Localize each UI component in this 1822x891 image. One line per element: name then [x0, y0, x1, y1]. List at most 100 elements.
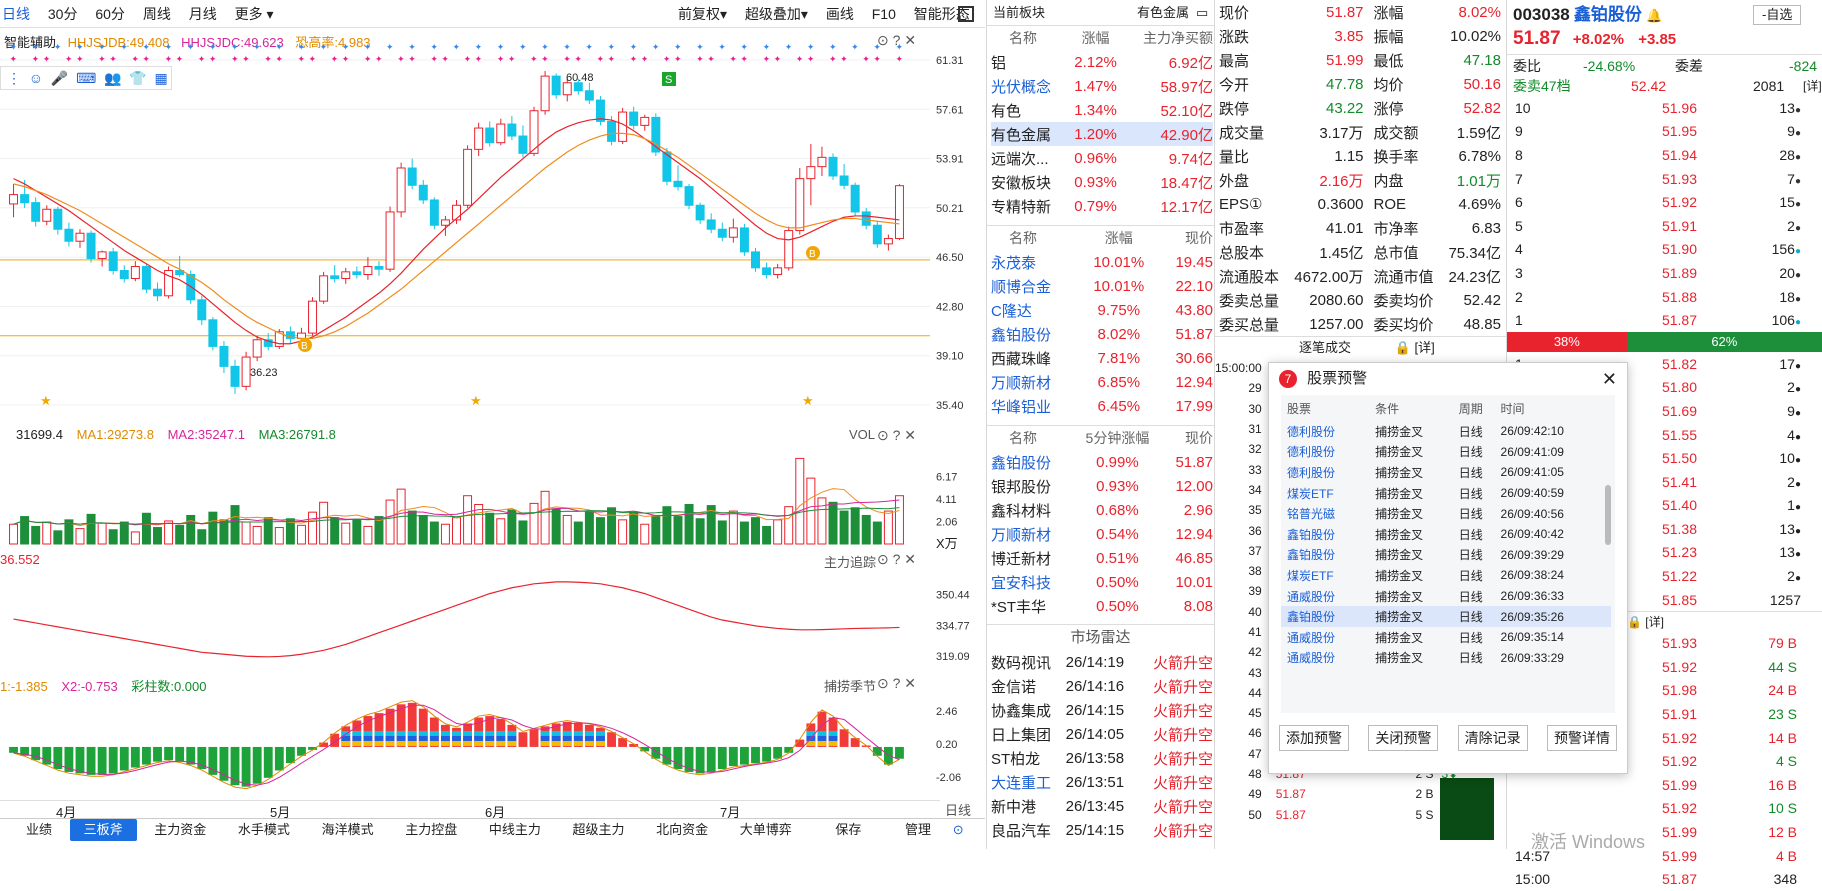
- sector-row[interactable]: 铝 2.12% 6.92亿: [991, 50, 1213, 74]
- alert-scrollbar[interactable]: [1605, 485, 1611, 545]
- settings-icon[interactable]: ⊙: [877, 32, 889, 48]
- stock-row[interactable]: *ST丰华 0.50% 8.08: [991, 594, 1213, 618]
- tab-performance[interactable]: 业绩: [26, 822, 53, 837]
- alert-row[interactable]: 铭普光磁 捕捞金叉 日线 26/09:40:56: [1281, 503, 1611, 524]
- tab-three-axes[interactable]: 三板斧: [69, 819, 137, 841]
- add-alert-button[interactable]: 添加预警: [1279, 725, 1349, 751]
- alert-detail-button[interactable]: 预警详情: [1546, 725, 1617, 751]
- ask-row[interactable]: 8 51.94 28●: [1507, 143, 1807, 167]
- tab-ocean[interactable]: 海洋模式: [321, 822, 374, 837]
- tab-control[interactable]: 主力控盘: [405, 822, 458, 837]
- sector-row[interactable]: 专精特新 0.79% 12.17亿: [991, 194, 1213, 218]
- radar-row[interactable]: 数码视讯 26/14:19 火箭升空: [991, 650, 1213, 674]
- period-60m[interactable]: 60分: [95, 6, 125, 22]
- tab-main-fund[interactable]: 主力资金: [154, 822, 207, 837]
- alert-row[interactable]: 德利股份 捕捞金叉 日线 26/09:41:09: [1281, 442, 1611, 463]
- tick-detail-link[interactable]: [详]: [1414, 340, 1435, 355]
- stock-row[interactable]: 博迁新材 0.51% 46.85: [991, 546, 1213, 570]
- trades-detail-link[interactable]: [详]: [1645, 615, 1664, 630]
- period-month[interactable]: 月线: [188, 6, 217, 22]
- alert-row[interactable]: 通威股份 捕捞金叉 日线 26/09:36:33: [1281, 586, 1611, 607]
- period-label[interactable]: 日线: [945, 803, 972, 818]
- radar-row[interactable]: 新中港 26/13:45 火箭升空: [991, 794, 1213, 818]
- period-30m[interactable]: 30分: [47, 6, 78, 22]
- sector-row[interactable]: 远端次... 0.96% 9.74亿: [991, 146, 1213, 170]
- period-day[interactable]: 日线: [2, 6, 30, 22]
- tab-big-order[interactable]: 大单博弈: [739, 822, 792, 837]
- ask-row[interactable]: 10 51.96 13●: [1507, 96, 1807, 120]
- shirt-icon[interactable]: 👕: [129, 70, 147, 86]
- smart-pattern-button[interactable]: 智能形态: [913, 6, 970, 22]
- radar-row[interactable]: 大连重工 26/13:51 火箭升空: [991, 770, 1213, 794]
- alert-row[interactable]: 鑫铂股份 捕捞金叉 日线 26/09:39:29: [1281, 545, 1611, 566]
- grid-icon[interactable]: ▦: [154, 70, 168, 86]
- lock-icon[interactable]: 🔒: [1394, 340, 1411, 355]
- expand-icon[interactable]: ▭: [1196, 5, 1209, 20]
- stock-row[interactable]: C隆达 9.75% 43.80: [991, 298, 1213, 322]
- tab-north-fund[interactable]: 北向资金: [656, 822, 709, 837]
- stock-row[interactable]: 顺博合金 10.01% 22.10: [991, 274, 1213, 298]
- period-more[interactable]: 更多 ▾: [234, 6, 274, 22]
- stock-row[interactable]: 永茂泰 10.01% 19.45: [991, 250, 1213, 274]
- fq-dropdown[interactable]: 前复权▾: [678, 6, 728, 22]
- alert-row[interactable]: 煤炭ETF 捕捞金叉 日线 26/09:38:24: [1281, 565, 1611, 586]
- radar-row[interactable]: 金信诺 26/14:16 火箭升空: [991, 674, 1213, 698]
- watchlist-button[interactable]: -自选: [1753, 5, 1802, 25]
- alert-row[interactable]: 德利股份 捕捞金叉 日线 26/09:42:10: [1281, 421, 1611, 442]
- alert-row[interactable]: 鑫铂股份 捕捞金叉 日线 26/09:40:42: [1281, 524, 1611, 545]
- ask-row[interactable]: 7 51.93 7●: [1507, 167, 1807, 191]
- radar-row[interactable]: 良品汽车 25/14:15 火箭升空: [991, 818, 1213, 842]
- tab-super-main[interactable]: 超级主力: [572, 822, 625, 837]
- alert-row[interactable]: 鑫铂股份 捕捞金叉 日线 26/09:35:26: [1281, 606, 1611, 627]
- alert-close-icon[interactable]: ✕: [1601, 369, 1617, 389]
- overlay-dropdown[interactable]: 超级叠加▾: [744, 6, 808, 22]
- draw-line-button[interactable]: 画线: [825, 6, 854, 22]
- tab-save[interactable]: 保存: [835, 822, 862, 837]
- period-week[interactable]: 周线: [142, 6, 171, 22]
- dots-icon[interactable]: ⋮: [7, 70, 21, 86]
- sector-row[interactable]: 有色 1.34% 52.10亿: [991, 98, 1213, 122]
- sector-row[interactable]: 有色金属 1.20% 42.90亿: [991, 122, 1213, 146]
- users-icon[interactable]: 👥: [104, 70, 122, 86]
- tab-mid-main[interactable]: 中线主力: [488, 822, 541, 837]
- smile-icon[interactable]: ☺: [28, 70, 44, 86]
- stock-row[interactable]: 万顺新材 6.85% 12.94: [991, 370, 1213, 394]
- ask-row[interactable]: 4 51.90 156●: [1507, 238, 1807, 262]
- ask-row[interactable]: 1 51.87 106●: [1507, 308, 1807, 332]
- clear-records-button[interactable]: 清除记录: [1457, 725, 1528, 751]
- stock-row[interactable]: 万顺新材 0.54% 12.94: [991, 522, 1213, 546]
- radar-row[interactable]: 日上集团 26/14:05 火箭升空: [991, 722, 1213, 746]
- alert-row[interactable]: 通威股份 捕捞金叉 日线 26/09:35:14: [1281, 627, 1611, 648]
- ask-row[interactable]: 9 51.95 9●: [1507, 120, 1807, 144]
- ask-row[interactable]: 3 51.89 20●: [1507, 261, 1807, 285]
- stock-row[interactable]: 鑫科材料 0.68% 2.96: [991, 498, 1213, 522]
- lock-icon-2[interactable]: 🔒: [1627, 615, 1642, 630]
- f10-button[interactable]: F10: [871, 6, 896, 22]
- ask-row[interactable]: 6 51.92 15●: [1507, 190, 1807, 214]
- mic-icon[interactable]: 🎤: [50, 70, 69, 86]
- layout-toggle-icon[interactable]: [958, 6, 974, 22]
- stock-row[interactable]: 华峰铝业 6.45% 17.99: [991, 394, 1213, 418]
- tab-manage[interactable]: 管理: [905, 822, 932, 837]
- ask-row[interactable]: 5 51.91 2●: [1507, 214, 1807, 238]
- sector-row[interactable]: 安徽板块 0.93% 18.47亿: [991, 170, 1213, 194]
- bell-icon[interactable]: 🔔: [1646, 8, 1663, 23]
- stock-row[interactable]: 鑫铂股份 8.02% 51.87: [991, 322, 1213, 346]
- tab-sailor[interactable]: 水手模式: [237, 822, 290, 837]
- keyboard-icon[interactable]: ⌨: [76, 70, 97, 86]
- help-icon[interactable]: ?: [892, 32, 901, 48]
- ob-detail-link[interactable]: [详]: [1803, 79, 1822, 93]
- alert-row[interactable]: 煤炭ETF 捕捞金叉 日线 26/09:40:59: [1281, 483, 1611, 504]
- close-alert-button[interactable]: 关闭预警: [1368, 725, 1439, 751]
- alert-row[interactable]: 通威股份 捕捞金叉 日线 26/09:33:29: [1281, 648, 1611, 669]
- sector-current[interactable]: 有色金属: [1137, 5, 1190, 20]
- radar-row[interactable]: ST柏龙 26/13:58 火箭升空: [991, 746, 1213, 770]
- close-icon[interactable]: ✕: [904, 32, 917, 48]
- stock-row[interactable]: 宜安科技 0.50% 10.01: [991, 570, 1213, 594]
- bid-row[interactable]: 51.85 1257: [1507, 588, 1807, 612]
- alert-row[interactable]: 德利股份 捕捞金叉 日线 26/09:41:05: [1281, 462, 1611, 483]
- scroll-up-icon[interactable]: ⊙: [952, 822, 964, 837]
- ask-row[interactable]: 2 51.88 18●: [1507, 285, 1807, 309]
